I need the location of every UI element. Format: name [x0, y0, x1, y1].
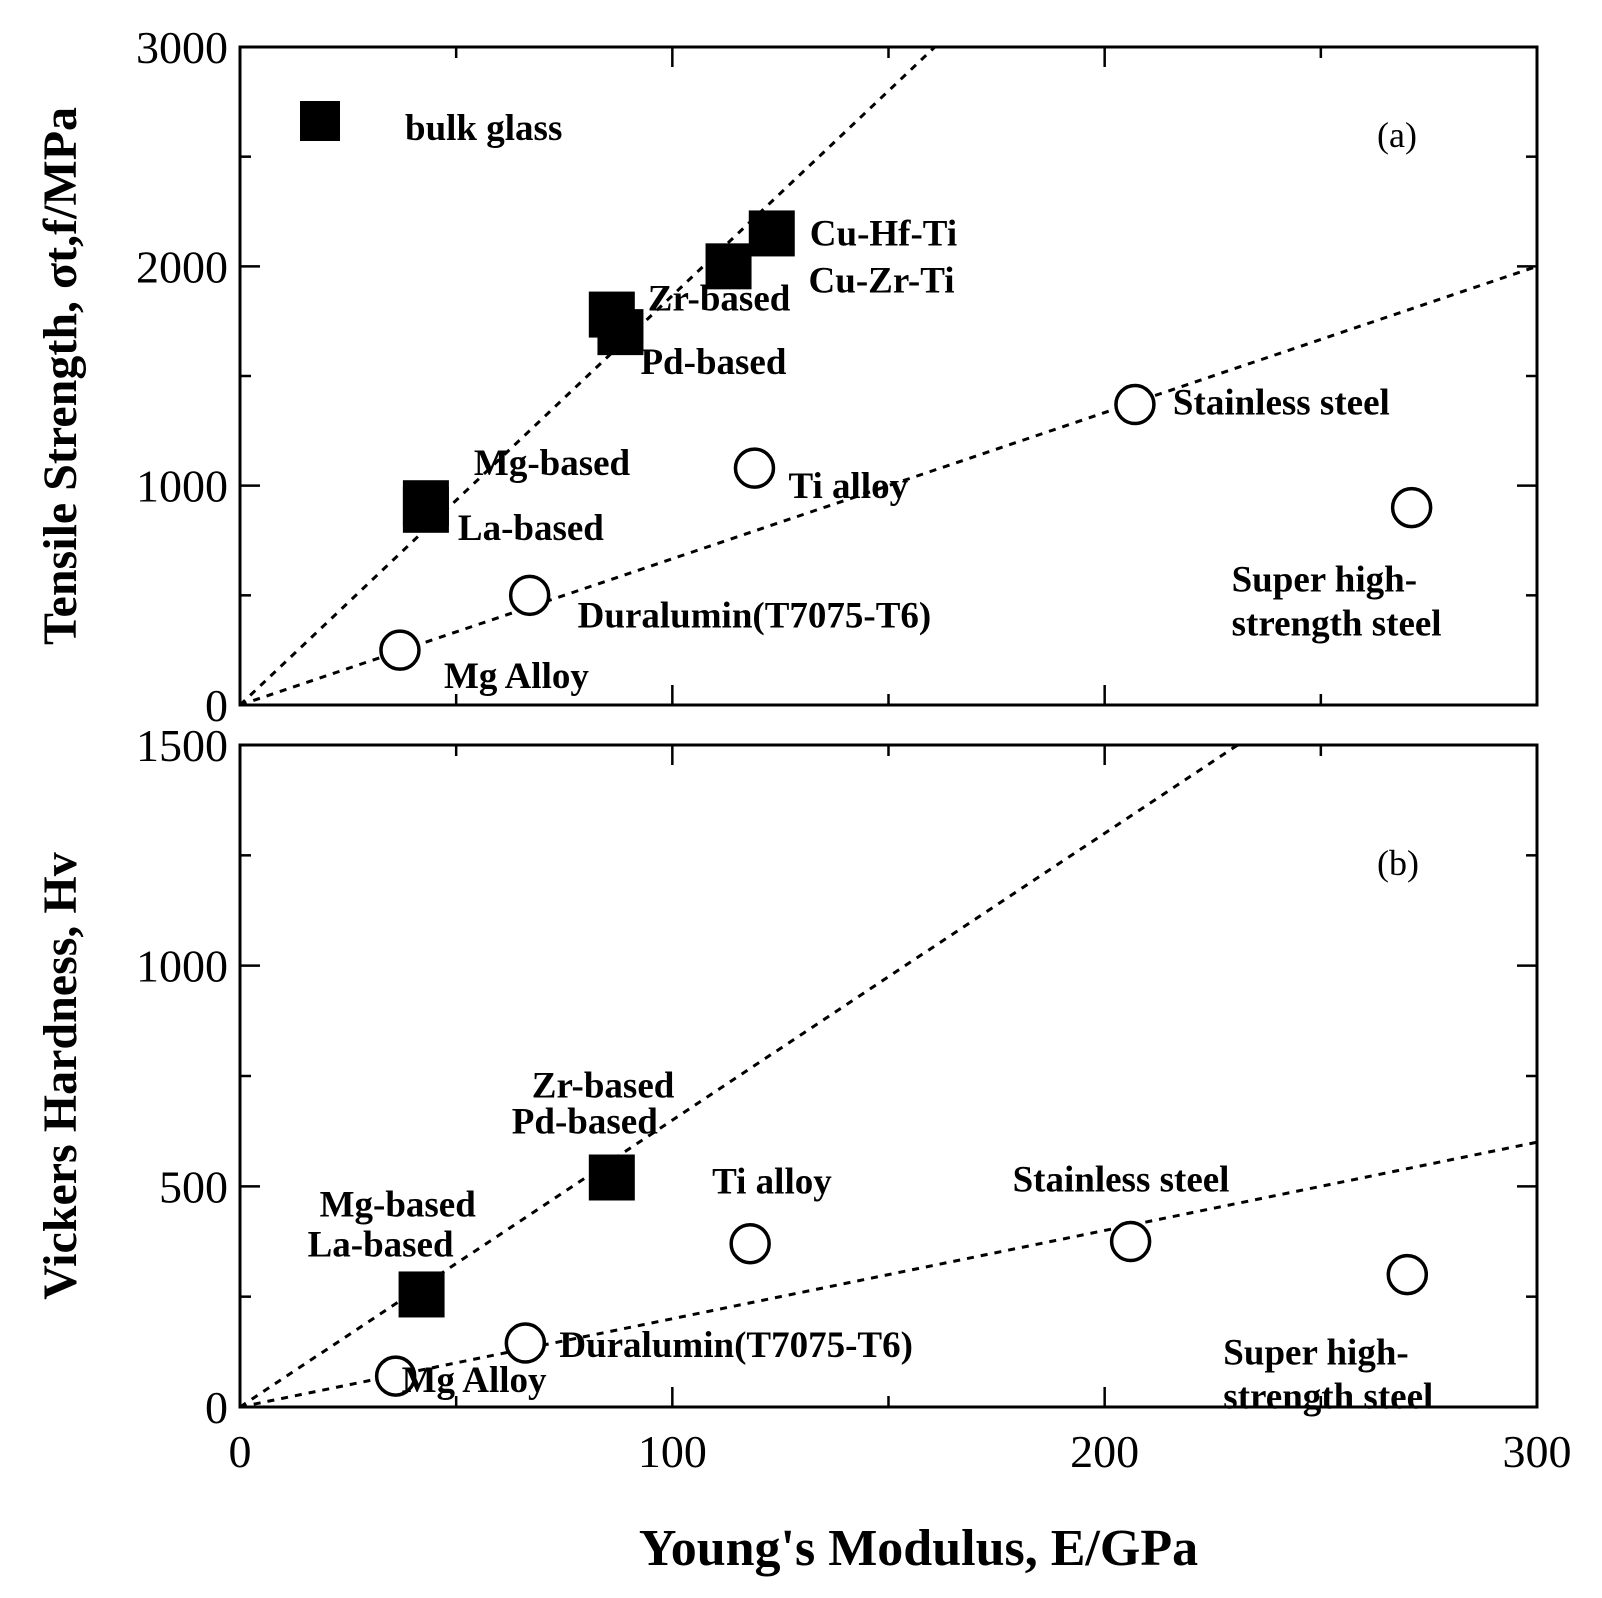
point-label: Mg Alloy — [444, 656, 589, 697]
point-label: Duralumin(T7075-T6) — [578, 595, 932, 636]
y-tick-label: 1000 — [136, 461, 228, 512]
conventional-alloy-point — [1386, 1253, 1429, 1296]
point-label: strength steel — [1223, 1377, 1433, 1418]
conventional-alloy-point — [729, 1222, 771, 1265]
fit-lines — [240, 47, 1537, 705]
bulk-glass-point — [398, 1271, 445, 1318]
trend-line — [240, 47, 938, 705]
conventional-alloy-point — [1109, 1220, 1152, 1263]
x-tick-label: 0 — [229, 1426, 252, 1477]
fit-lines — [240, 745, 1537, 1407]
point-label: La-based — [308, 1224, 454, 1265]
conventional-alloy-point — [1114, 383, 1156, 426]
bulk-glass-point — [705, 243, 752, 290]
x-tick-label: 300 — [1503, 1426, 1572, 1477]
y-tick-label: 0 — [205, 680, 228, 731]
bulk-glass-point — [402, 486, 449, 533]
trend-line — [240, 1140, 1537, 1407]
y-tick-label: 1000 — [136, 941, 228, 992]
bulk-glass-point — [597, 309, 644, 356]
point-label: Mg-based — [474, 443, 631, 484]
conventional-alloy-point — [508, 574, 551, 617]
point-label: Zr-based — [532, 1066, 675, 1107]
x-axis-label: Young's Modulus, E/GPa — [639, 1520, 1198, 1577]
point-label: Stainless steel — [1013, 1160, 1230, 1201]
bulk-glass-point — [588, 1154, 635, 1201]
bulk-glass-point — [748, 210, 795, 257]
conventional-alloy-point — [1390, 486, 1433, 529]
trend-line — [240, 264, 1537, 705]
panel-a: 0 1000 2000 3000 Cu-Hf-Ti Cu-Zr-Ti Zr-based Pd-… — [34, 22, 1539, 731]
point-label: Ti alloy — [712, 1162, 832, 1203]
point-label: Cu-Zr-Ti — [809, 260, 955, 301]
legend-label: bulk glass — [405, 108, 562, 149]
point-label: Cu-Hf-Ti — [810, 213, 957, 254]
y-tick-label: 0 — [205, 1382, 228, 1433]
legend-marker — [300, 101, 340, 141]
y-tick-label: 1500 — [136, 720, 228, 771]
panel-tag: (a) — [1377, 115, 1417, 155]
point-label: Mg-based — [320, 1184, 477, 1225]
point-label: Zr-based — [648, 279, 791, 320]
y-axis-label: Vickers Hardness, Hv — [34, 852, 87, 1300]
point-label: La-based — [458, 508, 604, 549]
y-axis-label: Tensile Strength, σt,f/MPa — [34, 107, 87, 645]
point-label: Duralumin(T7075-T6) — [559, 1325, 913, 1366]
point-label: Pd-based — [512, 1102, 658, 1143]
conventional-alloy-point — [733, 447, 776, 489]
x-tick-label: 200 — [1070, 1426, 1139, 1477]
point-label: Stainless steel — [1173, 383, 1390, 424]
point-label: Super high- — [1232, 560, 1417, 601]
y-tick-label: 3000 — [136, 22, 228, 73]
x-tick-label: 100 — [638, 1426, 707, 1477]
point-label: strength steel — [1232, 604, 1442, 645]
point-label: Super high- — [1223, 1333, 1408, 1374]
point-label: Mg Alloy — [402, 1360, 547, 1401]
point-label: Pd-based — [640, 342, 786, 383]
shared-axis: 0 100 200 300 Young's Modulus, E/GPa — [229, 1426, 1572, 1577]
conventional-alloy-point — [374, 1355, 417, 1397]
point-label: Ti alloy — [788, 466, 908, 507]
panel-tag: (b) — [1377, 843, 1419, 883]
y-tick-label: 2000 — [136, 241, 228, 292]
y-tick-label: 500 — [159, 1161, 228, 1212]
conventional-alloy-point — [379, 629, 421, 671]
conventional-alloy-point — [504, 1322, 547, 1364]
